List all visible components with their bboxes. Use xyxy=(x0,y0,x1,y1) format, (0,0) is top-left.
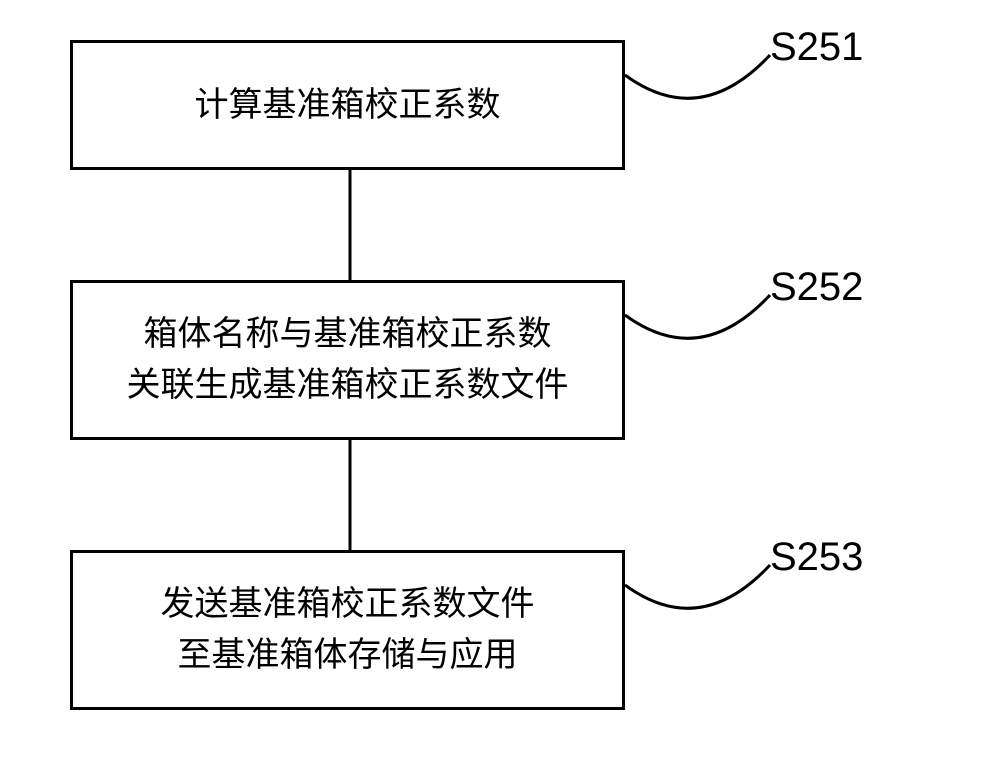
flow-node-3-line2: 至基准箱体存储与应用 xyxy=(178,637,518,674)
flow-node-1: 计算基准箱校正系数 xyxy=(70,40,625,170)
flow-node-1-text: 计算基准箱校正系数 xyxy=(195,80,501,131)
flow-node-3-line1: 发送基准箱校正系数文件 xyxy=(161,586,535,623)
flow-node-2-line2: 关联生成基准箱校正系数文件 xyxy=(127,367,569,404)
flow-node-2-text: 箱体名称与基准箱校正系数 关联生成基准箱校正系数文件 xyxy=(127,309,569,411)
flow-node-2-label: S252 xyxy=(770,265,863,310)
flow-node-2-line1: 箱体名称与基准箱校正系数 xyxy=(144,316,552,353)
flow-node-3-text: 发送基准箱校正系数文件 至基准箱体存储与应用 xyxy=(161,579,535,681)
flow-node-3: 发送基准箱校正系数文件 至基准箱体存储与应用 xyxy=(70,550,625,710)
flow-node-1-label: S251 xyxy=(770,25,863,70)
flow-node-3-label: S253 xyxy=(770,535,863,580)
flow-node-2: 箱体名称与基准箱校正系数 关联生成基准箱校正系数文件 xyxy=(70,280,625,440)
